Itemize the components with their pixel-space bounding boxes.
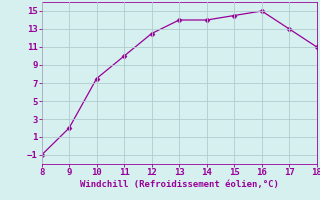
X-axis label: Windchill (Refroidissement éolien,°C): Windchill (Refroidissement éolien,°C) <box>80 180 279 189</box>
